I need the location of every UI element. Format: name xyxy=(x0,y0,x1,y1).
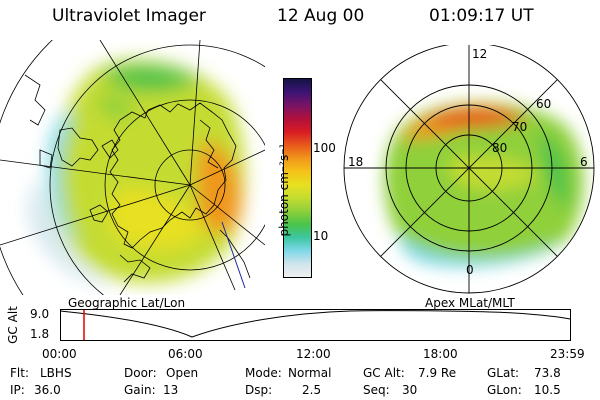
time-tick-06: 06:00 xyxy=(168,347,203,361)
seq-value: 30 xyxy=(402,383,418,397)
dsp-value: 2.5 xyxy=(302,383,322,397)
terminator-line xyxy=(221,221,246,289)
colorbar-unit-label: photon cm⁻²s⁻¹ xyxy=(277,143,291,237)
gc-alt-value: 7.9 Re xyxy=(418,366,457,380)
mlat-label-70: 70 xyxy=(512,120,528,134)
altitude-plot xyxy=(60,309,571,341)
altitude-curve xyxy=(60,310,571,338)
mlt-label-6: 6 xyxy=(580,155,588,169)
ip-label: IP: xyxy=(10,383,25,397)
glon-value: 10.5 xyxy=(534,383,561,397)
time-tick-18: 18:00 xyxy=(423,347,458,361)
coastlines xyxy=(24,74,251,283)
time-tick-2359: 23:59 xyxy=(550,347,585,361)
seq-label: Seq: xyxy=(363,383,390,397)
aurora-oval xyxy=(384,102,584,268)
polar-map-caption: Apex MLat/MLT xyxy=(425,296,515,310)
colorbar-gradient xyxy=(284,79,311,277)
mlt-label-0: 0 xyxy=(466,263,474,277)
geographic-map-caption: Geographic Lat/Lon xyxy=(68,296,186,310)
lat-lon-grid xyxy=(0,40,265,295)
glon-label: GLon: xyxy=(487,383,522,397)
image-date: 12 Aug 00 xyxy=(277,6,365,26)
time-tick-00: 00:00 xyxy=(42,347,77,361)
colorbar-tick-100: 100 xyxy=(313,141,336,155)
polar-grid xyxy=(343,45,595,294)
altitude-axis-label: GC Alt xyxy=(6,306,20,344)
door-label: Door: xyxy=(124,366,157,380)
gain-label: Gain: xyxy=(124,383,156,397)
glat-label: GLat: xyxy=(487,366,520,380)
mlat-label-60: 60 xyxy=(536,97,552,111)
gc-alt-label: GC Alt: xyxy=(363,366,405,380)
filter-label: Flt: xyxy=(10,366,29,380)
time-tick-12: 12:00 xyxy=(296,347,331,361)
aurora-image xyxy=(29,59,245,285)
filter-value: LBHS xyxy=(40,366,72,380)
ip-value: 36.0 xyxy=(34,383,61,397)
image-time: 01:09:17 UT xyxy=(429,6,534,26)
mode-value: Normal xyxy=(288,366,332,380)
dsp-label: Dsp: xyxy=(245,383,273,397)
altitude-tick-bottom: 1.8 xyxy=(30,327,50,341)
altitude-tick-top: 9.0 xyxy=(30,307,50,321)
mode-label: Mode: xyxy=(245,366,282,380)
colorbar xyxy=(283,78,312,278)
mlt-label-18: 18 xyxy=(348,155,364,169)
polar-mlt-map xyxy=(343,45,595,294)
gain-value: 13 xyxy=(163,383,179,397)
mlat-label-80: 80 xyxy=(492,141,508,155)
glat-value: 73.8 xyxy=(534,366,561,380)
app-title: Ultraviolet Imager xyxy=(52,6,206,26)
colorbar-tick-10: 10 xyxy=(313,229,329,243)
door-value: Open xyxy=(166,366,199,380)
geographic-map xyxy=(0,40,265,295)
mlt-label-12: 12 xyxy=(472,47,488,61)
